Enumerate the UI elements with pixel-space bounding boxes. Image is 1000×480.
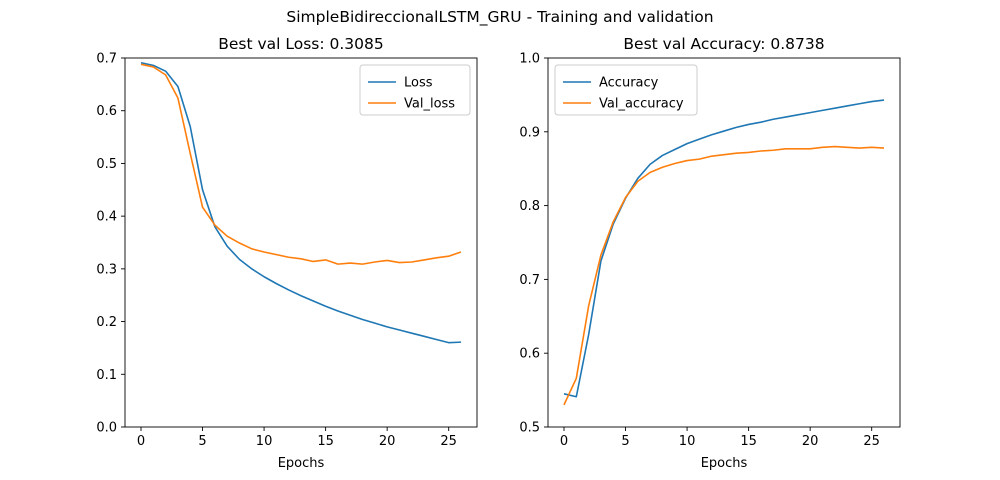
loss-x-tick-label: 0 — [137, 434, 145, 449]
accuracy-series-line-val-accuracy — [563, 145, 885, 406]
loss-chart: Best val Loss: 0.3085 0 5 10 15 20 25 0.0 0.1 0.2… — [96, 35, 478, 471]
accuracy-x-axis-label: Epochs — [701, 456, 748, 471]
accuracy-y-tick-label: 1.0 — [519, 52, 540, 67]
loss-chart-title: Best val Loss: 0.3085 — [218, 35, 384, 53]
loss-legend-label: Loss — [404, 76, 433, 91]
accuracy-legend: Accuracy Val_accuracy — [554, 64, 698, 116]
loss-y-tick-label: 0.7 — [96, 52, 117, 67]
accuracy-chart: Best val Accuracy: 0.8738 0 5 10 15 20 25 0.5 0.… — [519, 35, 901, 471]
accuracy-legend-label: Val_accuracy — [599, 97, 684, 112]
loss-series-line-val-loss — [140, 63, 462, 265]
accuracy-y-tick-label: 0.5 — [519, 421, 540, 436]
loss-legend: Loss Val_loss — [359, 64, 471, 116]
accuracy-y-tick-label: 0.9 — [519, 125, 540, 140]
accuracy-legend-label: Accuracy — [599, 76, 659, 91]
accuracy-x-tick-label: 0 — [560, 434, 568, 449]
accuracy-x-tick-label: 15 — [740, 434, 757, 449]
accuracy-y-tick-label: 0.8 — [519, 199, 540, 214]
loss-y-tick-label: 0.6 — [96, 104, 117, 119]
accuracy-plot-frame — [547, 57, 901, 428]
loss-plot-frame — [124, 57, 478, 428]
loss-y-tick-label: 0.4 — [96, 210, 117, 225]
loss-x-tick-label: 25 — [440, 434, 457, 449]
accuracy-y-tick-label: 0.7 — [519, 273, 540, 288]
loss-series-line-loss — [140, 61, 462, 344]
accuracy-x-tick-label: 10 — [679, 434, 696, 449]
accuracy-chart-title: Best val Accuracy: 0.8738 — [623, 35, 824, 53]
loss-x-axis-label: Epochs — [278, 456, 325, 471]
loss-x-tick-label: 20 — [379, 434, 396, 449]
loss-legend-label: Val_loss — [404, 97, 455, 112]
loss-x-tick-label: 10 — [256, 434, 273, 449]
loss-y-tick-label: 0.0 — [96, 421, 117, 436]
figure-suptitle: SimpleBidireccionalLSTM_GRU - Training a… — [286, 8, 713, 27]
loss-y-tick-label: 0.1 — [96, 368, 117, 383]
accuracy-y-tick-label: 0.6 — [519, 347, 540, 362]
loss-x-tick-label: 5 — [198, 434, 206, 449]
loss-y-tick-label: 0.3 — [96, 262, 117, 277]
accuracy-x-tick-label: 5 — [621, 434, 629, 449]
loss-y-tick-label: 0.2 — [96, 315, 117, 330]
loss-x-tick-label: 15 — [317, 434, 334, 449]
accuracy-x-tick-label: 25 — [863, 434, 880, 449]
accuracy-x-tick-label: 20 — [802, 434, 819, 449]
loss-y-tick-label: 0.5 — [96, 157, 117, 172]
